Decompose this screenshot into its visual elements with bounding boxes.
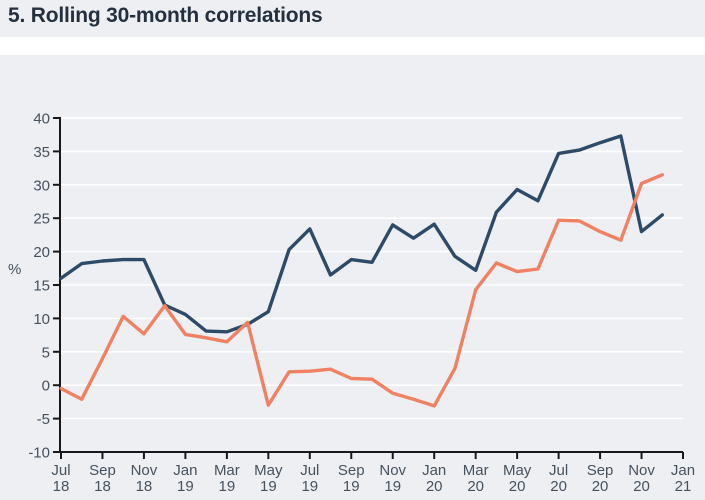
x-tick-label-year: 19 xyxy=(260,478,277,495)
x-tick-label-year: 20 xyxy=(467,478,484,495)
x-tick-label-month: Jan xyxy=(173,462,197,479)
x-tick-label-month: Mar xyxy=(214,462,240,479)
y-tick-label: -5 xyxy=(37,411,50,428)
y-tick-label: 35 xyxy=(33,144,50,161)
x-tick-label-year: 20 xyxy=(426,478,443,495)
y-tick-label: 20 xyxy=(33,244,50,261)
x-tick-label-month: Nov xyxy=(379,462,406,479)
y-tick-label: -10 xyxy=(28,445,50,462)
chart-panel: 40 35 30 25 20 15 10 5 0 -5 -10 Jul 18 Sep 18 Nov 18 Jan 1… xyxy=(0,55,705,500)
x-tick-label-year: 18 xyxy=(94,478,111,495)
y-tick-label: 30 xyxy=(33,177,50,194)
series-line-bitcoin-gold xyxy=(59,134,664,334)
x-tick-label-month: Jan xyxy=(671,462,695,479)
x-tick-label-month: Jul xyxy=(549,462,568,479)
x-tick-label-month: Nov xyxy=(131,462,158,479)
x-tick-label-month: Jan xyxy=(422,462,446,479)
x-tick-label-year: 20 xyxy=(592,478,609,495)
x-tick-label-month: Nov xyxy=(628,462,655,479)
x-tick-label-year: 19 xyxy=(219,478,236,495)
y-tick-label: 15 xyxy=(33,278,50,295)
title-bar: 5. Rolling 30-month correlations xyxy=(0,0,705,37)
y-tick-label: 0 xyxy=(42,378,50,395)
series-line-bitcoin-s-p-500 xyxy=(59,173,664,408)
chart-title: 5. Rolling 30-month correlations xyxy=(8,4,323,27)
x-tick-label-year: 19 xyxy=(343,478,360,495)
y-tick-label: 5 xyxy=(42,344,50,361)
y-axis-unit-label: % xyxy=(8,261,22,278)
y-tick-label: 10 xyxy=(33,311,50,328)
x-tick-label-month: Jul xyxy=(51,462,70,479)
x-tick-label-month: Sep xyxy=(338,462,365,479)
x-tick-label-year: 19 xyxy=(384,478,401,495)
x-tick-label-year: 20 xyxy=(550,478,567,495)
x-tick-label-month: May xyxy=(254,462,283,479)
x-tick-label-year: 20 xyxy=(633,478,650,495)
x-tick-label-month: Sep xyxy=(89,462,116,479)
x-tick-label-year: 18 xyxy=(136,478,153,495)
x-tick-label-month: Mar xyxy=(463,462,489,479)
x-tick-label-year: 19 xyxy=(177,478,194,495)
y-tick-label: 25 xyxy=(33,211,50,228)
x-tick-label-month: May xyxy=(503,462,532,479)
x-tick-label-year: 18 xyxy=(53,478,70,495)
x-tick-label-year: 21 xyxy=(675,478,692,495)
x-tick-label-year: 20 xyxy=(509,478,526,495)
x-tick-label-year: 19 xyxy=(301,478,318,495)
correlation-chart: 4035302520151050-5-10Jul18Sep18Nov18Jan1… xyxy=(28,111,695,496)
y-tick-label: 40 xyxy=(33,111,50,128)
x-tick-label-month: Jul xyxy=(300,462,319,479)
x-tick-label-month: Sep xyxy=(587,462,614,479)
